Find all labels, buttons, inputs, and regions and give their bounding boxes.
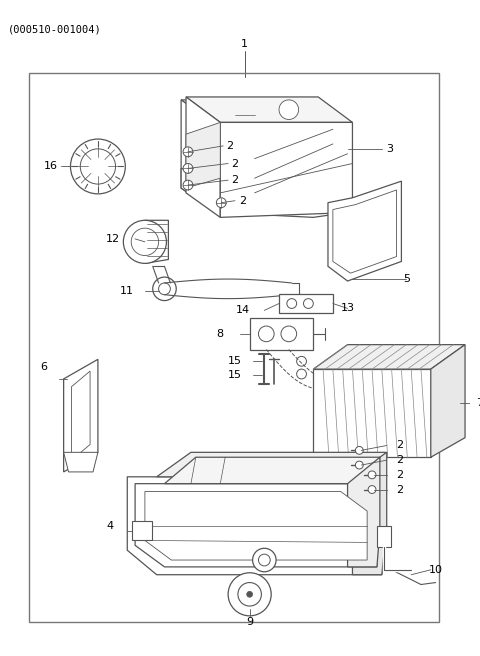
Circle shape — [368, 471, 376, 479]
Polygon shape — [220, 123, 352, 217]
Text: 2: 2 — [227, 141, 234, 151]
Polygon shape — [348, 457, 380, 567]
Circle shape — [71, 139, 125, 194]
Text: 2: 2 — [396, 470, 403, 480]
Text: 12: 12 — [106, 234, 120, 244]
Circle shape — [287, 298, 297, 308]
Text: 11: 11 — [120, 286, 134, 296]
Polygon shape — [64, 359, 98, 472]
Text: 3: 3 — [386, 144, 393, 154]
Circle shape — [258, 326, 274, 342]
Polygon shape — [181, 100, 348, 125]
Polygon shape — [431, 344, 465, 457]
Text: 2: 2 — [231, 159, 239, 169]
Circle shape — [158, 283, 170, 295]
Text: 2: 2 — [396, 440, 403, 451]
Polygon shape — [186, 97, 220, 217]
Polygon shape — [145, 220, 168, 263]
Polygon shape — [145, 491, 367, 560]
Circle shape — [281, 326, 297, 342]
Circle shape — [80, 149, 116, 184]
Text: 15: 15 — [228, 356, 242, 366]
Text: 8: 8 — [217, 329, 224, 339]
Circle shape — [279, 100, 299, 119]
Polygon shape — [181, 100, 216, 213]
Text: 6: 6 — [40, 362, 48, 372]
Circle shape — [131, 228, 158, 256]
Circle shape — [297, 369, 306, 379]
Polygon shape — [352, 453, 387, 575]
Polygon shape — [127, 477, 382, 575]
Circle shape — [238, 583, 262, 606]
Circle shape — [355, 447, 363, 455]
Bar — [377, 525, 391, 547]
Polygon shape — [328, 181, 401, 281]
Circle shape — [183, 147, 193, 157]
Circle shape — [123, 220, 167, 263]
Polygon shape — [186, 97, 352, 123]
Circle shape — [153, 277, 176, 300]
Text: 2: 2 — [396, 485, 403, 495]
Circle shape — [183, 163, 193, 173]
Circle shape — [183, 180, 193, 190]
Circle shape — [258, 554, 270, 566]
Polygon shape — [72, 371, 90, 460]
Bar — [132, 521, 152, 541]
Text: 7: 7 — [476, 398, 480, 409]
Bar — [250, 318, 313, 350]
Text: 5: 5 — [403, 274, 410, 284]
Circle shape — [247, 591, 252, 597]
Circle shape — [303, 298, 313, 308]
Text: 15: 15 — [228, 370, 242, 380]
Text: 16: 16 — [44, 161, 58, 171]
Circle shape — [216, 198, 226, 207]
Text: 4: 4 — [106, 521, 113, 531]
Circle shape — [228, 573, 271, 616]
Text: 10: 10 — [429, 565, 443, 575]
Text: 1: 1 — [241, 39, 248, 49]
Circle shape — [355, 461, 363, 469]
Polygon shape — [64, 453, 98, 472]
Polygon shape — [156, 453, 387, 477]
Text: 13: 13 — [340, 304, 355, 314]
Circle shape — [368, 485, 376, 493]
Text: 9: 9 — [246, 617, 253, 626]
Polygon shape — [135, 483, 377, 567]
Polygon shape — [186, 123, 220, 188]
Circle shape — [252, 548, 276, 572]
Text: 2: 2 — [396, 455, 403, 465]
Text: (000510-001004): (000510-001004) — [8, 24, 102, 35]
Bar — [279, 294, 333, 314]
Circle shape — [297, 356, 306, 366]
Polygon shape — [181, 100, 348, 217]
Text: 2: 2 — [239, 195, 246, 206]
Text: 2: 2 — [231, 175, 239, 185]
Polygon shape — [333, 190, 396, 273]
Polygon shape — [313, 344, 465, 369]
Polygon shape — [165, 457, 380, 483]
Polygon shape — [313, 369, 431, 457]
Text: 14: 14 — [236, 306, 250, 316]
Bar — [29, 73, 439, 622]
